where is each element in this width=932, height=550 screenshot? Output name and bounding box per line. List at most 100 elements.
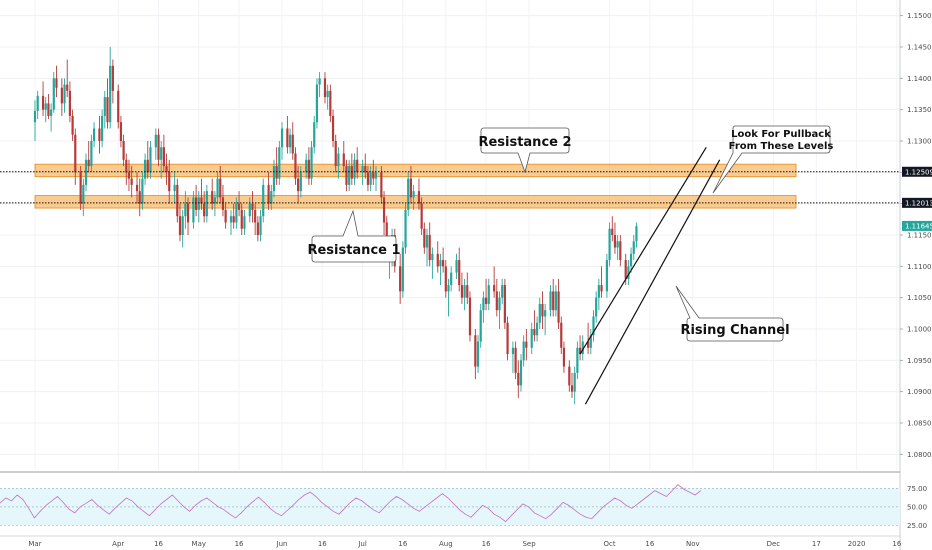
price-tick-label-4: 1.13000 <box>907 138 932 146</box>
candle-body-35 <box>143 159 147 179</box>
candle-body-183 <box>608 228 611 261</box>
candle-body-143 <box>482 297 485 311</box>
candle-body-138 <box>466 285 469 298</box>
candle-body-127 <box>431 253 434 261</box>
candle-body-41 <box>162 147 165 167</box>
time-axis[interactable]: Mar Apr 16 May 16 Jun 16 Jul 16 Aug 16 Sep Oct 16 Nov D… <box>0 535 902 548</box>
candle-body-121 <box>412 191 415 198</box>
pullback-callout: Look For Pullback From These Levels <box>712 125 833 194</box>
candle-body-124 <box>423 228 426 248</box>
time-tick-label-6: 16 <box>318 540 327 548</box>
candle-body-97 <box>337 153 340 167</box>
candle-body-162 <box>541 303 544 317</box>
time-tick-label-15: Dec <box>767 540 781 548</box>
candle-body-96 <box>334 141 337 167</box>
candle-body-187 <box>619 241 622 261</box>
candle-body-10 <box>66 84 69 91</box>
price-tick-label-7: 1.11500 <box>907 232 932 240</box>
time-tick-label-12: Oct <box>604 540 616 548</box>
time-tick-label-18: 16 <box>892 540 901 548</box>
candle-body-61 <box>224 209 227 223</box>
candle-body-130 <box>442 260 445 267</box>
rising-channel-callout: Rising Channel <box>675 285 790 342</box>
price-tick-label-2: 1.14000 <box>907 75 932 83</box>
candle-body-102 <box>353 159 356 179</box>
candle-body-165 <box>552 291 555 311</box>
rsi-line <box>0 484 702 523</box>
price-tag-bg-1 <box>902 197 932 208</box>
candle-body-151 <box>506 322 509 355</box>
rising-channel-label: Rising Channel <box>680 323 789 338</box>
price-axis[interactable]: 1.15000 1.14500 1.14000 1.13500 1.13000 1.125… <box>900 12 932 459</box>
candle-body-69 <box>251 203 254 210</box>
candle-body-40 <box>160 147 163 160</box>
time-tick-label-16: 17 <box>812 540 821 548</box>
candle-body-160 <box>535 322 539 336</box>
candle-body-174 <box>578 347 582 355</box>
time-tick-label-5: Jun <box>276 540 288 548</box>
candle-body-16 <box>84 159 88 185</box>
candle-body-147 <box>495 291 498 311</box>
candle-body-81 <box>288 134 292 148</box>
price-tick-label-0: 1.15000 <box>907 12 932 20</box>
candle-body-145 <box>487 285 490 304</box>
candle-body-27 <box>119 122 123 141</box>
candle-body-56 <box>211 191 214 204</box>
time-tick-label-13: 16 <box>645 540 654 548</box>
candle-body-2 <box>41 95 45 110</box>
candle-body-140 <box>474 335 477 367</box>
candle-body-163 <box>544 310 547 317</box>
candle-body-53 <box>200 197 203 204</box>
candle-body-67 <box>243 216 246 229</box>
candle-body-65 <box>237 203 241 210</box>
candle-body-24 <box>109 65 112 123</box>
candle-body-83 <box>294 153 297 179</box>
candle-body-8 <box>60 87 63 104</box>
candle-body-12 <box>71 115 74 135</box>
candle-body-95 <box>331 115 335 141</box>
candle-body-82 <box>291 134 294 154</box>
candle-body-48 <box>184 203 187 217</box>
time-tick-label-0: Mar <box>28 540 41 548</box>
candle-body-6 <box>52 78 55 110</box>
candle-body-34 <box>141 178 144 204</box>
candle-body-76 <box>272 166 276 192</box>
channel-line-1 <box>584 159 721 405</box>
candle-body-58 <box>216 178 219 198</box>
candle-body-25 <box>111 65 114 91</box>
price-tick-label-3: 1.13500 <box>907 106 932 114</box>
candle-body-3 <box>44 103 47 110</box>
candle-body-98 <box>342 153 345 167</box>
candle-body-168 <box>560 322 563 348</box>
price-tag-bg-2 <box>902 220 932 231</box>
candle-body-100 <box>348 166 351 185</box>
candle-body-94 <box>329 90 332 116</box>
price-tag-label-1: 1.12013 <box>905 199 932 207</box>
candle-body-57 <box>213 197 216 204</box>
candle-body-106 <box>366 172 370 185</box>
candle-body-155 <box>519 360 523 386</box>
price-tick-label-8: 1.11000 <box>907 263 932 271</box>
rsi-level-label-2: 25.00 <box>907 522 927 530</box>
time-tick-label-14: Nov <box>686 540 700 548</box>
candle-body-79 <box>280 128 284 148</box>
time-tick-label-1: Apr <box>112 540 124 548</box>
candle-body-156 <box>522 341 525 361</box>
candle-body-173 <box>576 347 579 373</box>
candle-body-186 <box>616 241 619 248</box>
price-tag-label-2: 1.11645 <box>905 222 932 230</box>
candle-body-172 <box>573 372 576 392</box>
candle-body-44 <box>173 184 176 192</box>
resistance-1-callout: Resistance 1 <box>307 209 401 263</box>
candle-body-4 <box>47 103 50 116</box>
candle-body-101 <box>350 166 353 179</box>
resistance-2-callout: Resistance 2 <box>478 127 572 174</box>
candle-body-125 <box>425 235 429 248</box>
candle-body-150 <box>503 285 506 323</box>
candle-body-103 <box>356 159 359 173</box>
candle-body-90 <box>315 84 319 123</box>
candle-body-59 <box>219 178 222 198</box>
candle-body-39 <box>157 134 160 160</box>
time-tick-label-17: 2020 <box>848 540 866 548</box>
